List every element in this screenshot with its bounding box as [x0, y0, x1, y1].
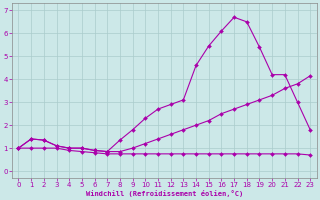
X-axis label: Windchill (Refroidissement éolien,°C): Windchill (Refroidissement éolien,°C) [86, 190, 243, 197]
